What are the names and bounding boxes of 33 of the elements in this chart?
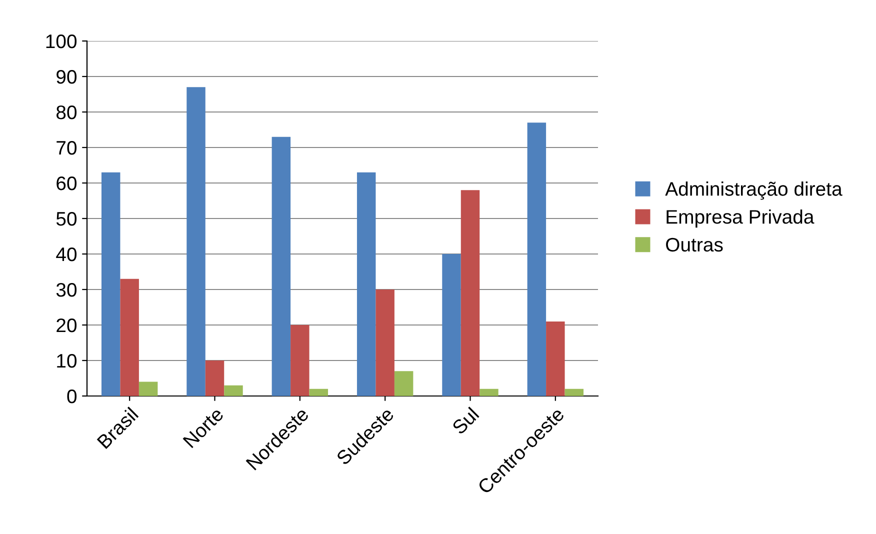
bar [460,190,480,396]
legend-label: Outras [666,238,723,252]
y-tick-label: 10 [57,354,77,368]
bar [272,136,291,396]
bar [442,254,461,396]
bar [186,87,206,396]
bar [138,382,158,396]
bar [546,321,565,396]
y-tick-label: 50 [56,212,77,226]
y-tick-label: 0 [67,389,77,404]
y-tick-label: 60 [56,176,77,190]
bar [101,172,120,396]
bar [309,388,328,396]
bar [376,290,394,396]
y-tick-label: 90 [56,70,77,84]
bar [564,388,584,396]
bar [290,325,310,396]
y-tick-label: 20 [56,318,77,332]
bar [480,388,498,396]
legend-label: Administração direta [665,182,842,200]
y-tick-label: 40 [56,247,77,262]
bar [205,360,224,396]
y-tick-label: 100 [46,34,77,48]
bar [224,385,243,396]
y-tick-label: 30 [56,282,77,297]
y-tick-label: 70 [56,140,77,155]
bar [394,371,414,396]
bar [527,122,546,396]
bar [120,278,139,396]
x-tick-label: Sul [451,406,480,436]
legend-label: Empresa Privada [666,209,814,228]
y-tick-label: 80 [56,105,77,120]
bar [356,172,376,396]
